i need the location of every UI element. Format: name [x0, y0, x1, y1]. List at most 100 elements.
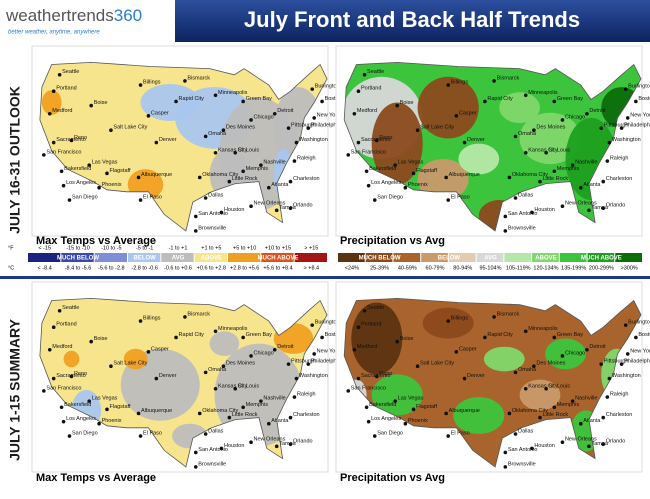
city-label: Rapid City: [487, 96, 513, 102]
legend-swatch: [61, 253, 94, 262]
city-dot: [601, 179, 606, 184]
city-label: Orlando: [606, 203, 626, 209]
city-label: Dallas: [208, 428, 224, 434]
city-dot: [507, 175, 512, 180]
legend-range: +10 to +15: [265, 245, 291, 251]
legend-range: -5.6 to -2.8: [98, 265, 125, 271]
city-label: Burlington: [315, 320, 340, 326]
city-label: Portland: [56, 86, 77, 92]
map-caption: Max Temps vs Average: [36, 472, 156, 484]
legend-swatch: [615, 253, 642, 262]
map-caption: Precipitation vs Avg: [340, 472, 445, 484]
city-dot: [320, 99, 324, 104]
city-label: Little Rock: [543, 176, 569, 182]
city-dot: [625, 116, 630, 120]
city-dot: [492, 79, 496, 83]
city-dot: [69, 138, 74, 143]
city-dot: [61, 419, 66, 424]
city-label: San Francisco: [351, 385, 386, 391]
city-label: Brownsville: [198, 461, 226, 467]
city-dot: [411, 407, 416, 412]
legend-swatch: [365, 253, 393, 262]
city-label: Green Bay: [557, 332, 584, 338]
city-label: Green Bay: [246, 96, 273, 102]
city-label: San Antonio: [508, 447, 538, 453]
city-dot: [241, 335, 245, 340]
city-dot: [538, 179, 542, 184]
city-dot: [601, 415, 606, 420]
legend-swatch: [294, 253, 327, 262]
city-dot: [109, 128, 113, 133]
city-label: Reno: [74, 371, 87, 377]
legend-swatch: [161, 253, 194, 262]
city-label: New Orleans: [254, 201, 286, 207]
legend-swatch: [393, 253, 421, 262]
legend-range: 25-39%: [370, 265, 389, 271]
city-label: Nashville: [263, 160, 285, 166]
city-label: Portland: [361, 86, 382, 92]
city-label: New Orleans: [565, 437, 597, 443]
city-label: Pittsburgh: [604, 123, 629, 129]
city-dot: [138, 319, 143, 323]
city-label: Las Vegas: [92, 160, 118, 166]
anomaly-region: [545, 338, 586, 370]
city-dot: [193, 214, 198, 219]
city-label: Charleston: [293, 176, 320, 182]
city-label: Albuquerque: [449, 408, 480, 414]
city-label: Omaha: [518, 367, 537, 373]
city-label: Sacramento: [361, 373, 391, 379]
city-dot: [444, 175, 448, 180]
city-label: Salt Lake City: [113, 361, 147, 367]
city-label: Boise: [94, 336, 108, 342]
city-dot: [57, 308, 62, 313]
city-dot: [634, 335, 638, 340]
anomaly-region: [483, 346, 525, 372]
city-label: Chicago: [254, 350, 274, 356]
city-label: Billings: [143, 79, 161, 85]
city-label: Memphis: [246, 402, 269, 408]
city-label: Orlando: [293, 439, 313, 445]
city-dot: [272, 111, 277, 116]
legend-range: <24%: [345, 265, 359, 271]
city-label: Little Rock: [232, 412, 258, 418]
city-label: San Diego: [72, 431, 98, 437]
city-dot: [87, 163, 92, 167]
city-dot: [623, 323, 628, 327]
city-dot: [492, 315, 496, 319]
city-dot: [320, 335, 324, 340]
city-label: Washington: [612, 137, 641, 143]
city-label: Salt Lake City: [420, 125, 454, 131]
city-label: Brownsville: [508, 461, 536, 467]
city-dot: [619, 126, 624, 130]
city-dot: [552, 99, 557, 104]
city-label: St. Louis: [238, 383, 260, 389]
legend-range: < -8.4: [38, 265, 52, 271]
city-label: Flagstaff: [109, 404, 130, 410]
city-dot: [249, 204, 253, 209]
city-dot: [585, 347, 589, 352]
city-dot: [599, 362, 603, 366]
city-label: Bakersfield: [64, 166, 91, 172]
legend-category: AVG: [484, 256, 497, 262]
city-label: Reno: [74, 135, 87, 141]
city-dot: [352, 111, 357, 116]
city-label: Raleigh: [297, 391, 316, 397]
city-dot: [183, 79, 187, 83]
city-dot: [503, 214, 508, 219]
city-label: Sacramento: [56, 137, 86, 143]
city-dot: [532, 128, 536, 133]
city-dot: [523, 93, 528, 98]
city-dot: [362, 308, 367, 313]
legend-range: > +8.4: [304, 265, 320, 271]
city-dot: [59, 405, 64, 410]
city-dot: [579, 421, 583, 426]
city-dot: [288, 442, 293, 447]
us-outline: [39, 61, 328, 232]
city-label: Las Vegas: [398, 160, 424, 166]
city-dot: [454, 350, 459, 354]
city-label: Portland: [361, 322, 382, 328]
city-label: Omaha: [208, 131, 227, 137]
city-label: Chicago: [254, 114, 274, 120]
tagline: better weather, anytime, anywhere: [8, 30, 100, 36]
